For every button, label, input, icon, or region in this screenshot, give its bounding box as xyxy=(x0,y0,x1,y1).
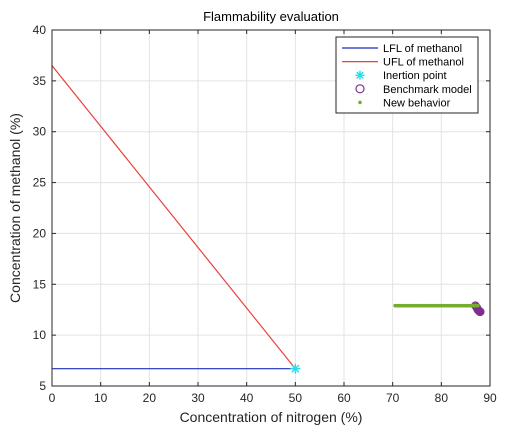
legend-label: Benchmark model xyxy=(383,84,472,96)
y-tick-label: 25 xyxy=(33,176,47,190)
legend-label: LFL of methanol xyxy=(383,43,462,55)
legend-swatch xyxy=(358,100,362,105)
plot-frame xyxy=(51,29,491,387)
y-tick-label: 35 xyxy=(33,74,47,88)
ticks: 0 10 20 30 40 50 60 70 80 90 5 10 15 20 25 30 35 40 xyxy=(33,23,497,405)
series-benchmark-model-point xyxy=(475,307,485,317)
x-tick-label: 0 xyxy=(49,391,56,405)
legend-item: Inertion point xyxy=(355,70,447,82)
x-axis-label: Concentration of nitrogen (%) xyxy=(180,409,363,425)
x-tick-label: 50 xyxy=(289,391,303,405)
series-ufl-of-methanol-line xyxy=(51,65,296,370)
x-tick-label: 60 xyxy=(337,391,351,405)
legend-label: UFL of methanol xyxy=(383,57,464,69)
y-tick-label: 5 xyxy=(39,379,46,393)
legend-item: Benchmark model xyxy=(355,84,472,96)
y-tick-label: 30 xyxy=(33,125,47,139)
y-tick-label: 40 xyxy=(33,23,47,37)
x-tick-label: 90 xyxy=(483,391,497,405)
chart-title: Flammability evaluation xyxy=(203,9,339,24)
legend-item: New behavior xyxy=(358,97,451,109)
y-axis-label: Concentration of methanol (%) xyxy=(7,113,23,303)
x-tick-label: 70 xyxy=(386,391,400,405)
legend-item: UFL of methanol xyxy=(342,57,464,69)
star-stroke xyxy=(291,364,300,373)
x-tick-label: 30 xyxy=(191,391,205,405)
x-tick-label: 80 xyxy=(435,391,449,405)
legend-label: Inertion point xyxy=(383,70,447,82)
y-tick-label: 20 xyxy=(33,226,47,240)
x-tick-label: 40 xyxy=(240,391,254,405)
y-tick-label: 10 xyxy=(33,328,47,342)
y-tick-label: 15 xyxy=(33,277,47,291)
star-stroke xyxy=(356,71,364,79)
x-tick-label: 10 xyxy=(94,391,108,405)
x-tick-label: 20 xyxy=(143,391,157,405)
legend-item: LFL of methanol xyxy=(342,43,462,55)
legend-label: New behavior xyxy=(383,97,451,109)
series-layer xyxy=(51,65,485,374)
legend-swatch xyxy=(355,84,365,94)
series-new-behavior-point xyxy=(476,303,480,308)
series-inertion-point-point xyxy=(290,363,301,374)
legend-swatch xyxy=(355,70,365,80)
